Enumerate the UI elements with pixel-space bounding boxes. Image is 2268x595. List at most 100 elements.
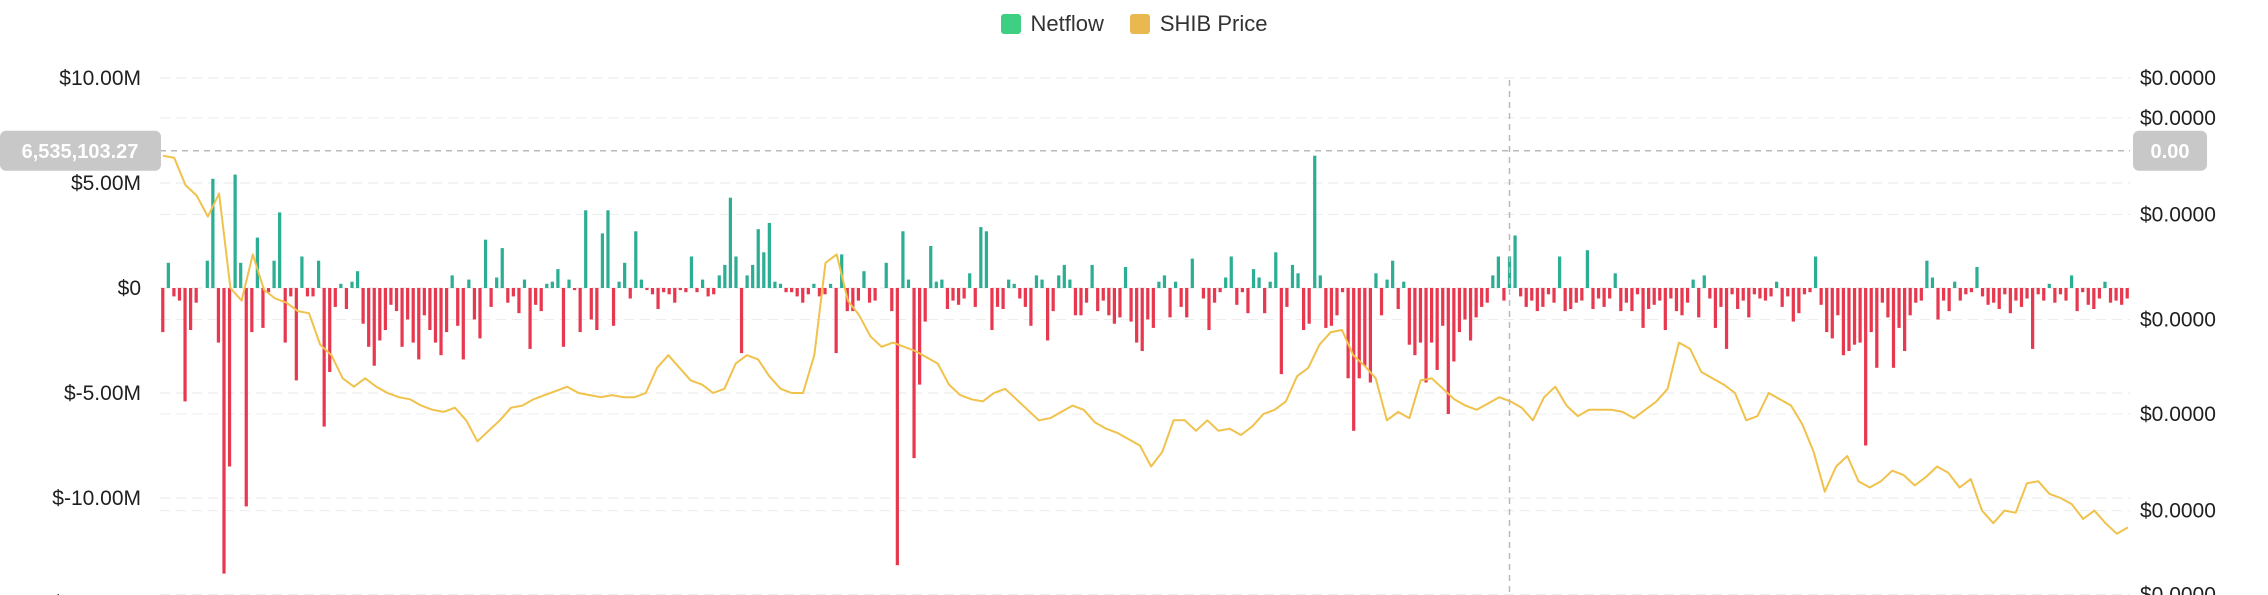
netflow-bar bbox=[723, 264, 727, 288]
netflow-bar bbox=[706, 288, 710, 297]
netflow-bar bbox=[1813, 256, 1818, 288]
netflow-bar bbox=[266, 288, 271, 293]
netflow-bar bbox=[394, 288, 399, 312]
left-tick-label: $10.00M bbox=[59, 67, 141, 90]
left-tick-label: $5.00M bbox=[71, 172, 141, 195]
netflow-bar bbox=[272, 260, 276, 288]
netflow-bar bbox=[1457, 288, 1462, 333]
netflow-bar bbox=[1001, 288, 1005, 309]
netflow-bar bbox=[255, 237, 260, 288]
netflow-bar bbox=[461, 288, 465, 360]
netflow-bar bbox=[1385, 279, 1389, 288]
crosshair-value-label: 6,535,103.27 bbox=[22, 141, 139, 163]
netflow-bar bbox=[411, 288, 415, 343]
netflow-bar bbox=[383, 288, 387, 330]
legend-item-shib-price[interactable]: SHIB Price bbox=[1129, 11, 1267, 37]
right-tick-label: $0.0000 bbox=[2140, 204, 2216, 227]
netflow-bar bbox=[1179, 288, 1183, 307]
netflow-bar bbox=[1474, 288, 1478, 318]
netflow-bar bbox=[1090, 264, 1094, 288]
netflow-bar bbox=[2030, 288, 2035, 349]
netflow-bar bbox=[817, 288, 822, 297]
right-tick-label: $0.0000 bbox=[2140, 107, 2216, 130]
netflow-bar bbox=[584, 210, 588, 288]
netflow-bar bbox=[1702, 275, 1706, 288]
netflow-bar bbox=[2064, 288, 2068, 301]
netflow-bar bbox=[1819, 288, 1823, 305]
netflow-bar bbox=[1012, 283, 1016, 288]
netflow-bar bbox=[1953, 281, 1957, 288]
netflow-bar bbox=[361, 288, 365, 324]
netflow-bar bbox=[2069, 275, 2074, 288]
netflow-bar bbox=[1775, 281, 1779, 288]
netflow-bar bbox=[1324, 288, 1328, 328]
netflow-bar bbox=[389, 288, 393, 305]
netflow-bar bbox=[1919, 288, 1923, 301]
netflow-bar bbox=[1441, 288, 1445, 326]
netflow-bar bbox=[1841, 288, 1846, 356]
legend-label-netflow: Netflow bbox=[1030, 11, 1104, 36]
netflow-bar bbox=[684, 288, 688, 293]
netflow-bar bbox=[177, 288, 182, 301]
netflow-bar bbox=[567, 279, 571, 288]
netflow-bar bbox=[1084, 288, 1089, 303]
netflow-bar bbox=[1596, 288, 1601, 299]
netflow-bar bbox=[1491, 275, 1495, 288]
netflow-bar bbox=[1296, 273, 1300, 288]
netflow-bar bbox=[300, 256, 304, 288]
netflow-bar bbox=[1151, 288, 1155, 328]
netflow-bar bbox=[1101, 288, 1105, 301]
left-y-axis: $10.00M $5.00M $0 $-5.00M $-10.00M $-15.00M bbox=[52, 67, 141, 595]
netflow-bar bbox=[1580, 288, 1584, 301]
legend-item-netflow[interactable]: Netflow bbox=[1000, 11, 1104, 37]
netflow-bar bbox=[1396, 288, 1400, 309]
netflow-bar bbox=[1029, 288, 1033, 326]
netflow-bar bbox=[2075, 288, 2079, 312]
netflow-bar bbox=[1040, 279, 1044, 288]
price-swatch-icon bbox=[1129, 14, 1150, 34]
netflow-bar bbox=[372, 288, 376, 366]
netflow-bar bbox=[700, 279, 705, 288]
price-line-layer bbox=[162, 154, 2129, 535]
netflow-bar bbox=[1274, 252, 1278, 288]
netflow-bar bbox=[456, 288, 460, 326]
netflow-bar bbox=[1680, 288, 1684, 316]
netflow-bar bbox=[739, 288, 744, 354]
netflow-bar bbox=[1057, 275, 1061, 288]
netflow-bar bbox=[1825, 288, 1829, 333]
netflow-bar bbox=[1190, 258, 1194, 288]
left-tick-label: $-5.00M bbox=[64, 382, 141, 405]
netflow-bar bbox=[417, 288, 421, 360]
netflow-bar bbox=[172, 288, 176, 297]
right-y-axis: $0.0000 $0.0000 $0.0000 $0.0000 $0.0000 $0.00… bbox=[2140, 67, 2216, 595]
netflow-bar bbox=[940, 279, 944, 288]
netflow-bar bbox=[1251, 269, 1256, 288]
netflow-bar bbox=[500, 248, 504, 288]
netflow-bar bbox=[1363, 288, 1367, 366]
netflow-bar bbox=[2008, 288, 2012, 314]
netflow-bar bbox=[194, 288, 198, 303]
netflow-bar bbox=[166, 262, 170, 288]
netflow-bar bbox=[2120, 288, 2124, 305]
netflow-bar bbox=[1947, 288, 1951, 312]
netflow-bar bbox=[1301, 288, 1306, 330]
netflow-bar bbox=[1034, 275, 1039, 288]
netflow-bar bbox=[1313, 155, 1317, 288]
netflow-bar bbox=[483, 239, 488, 288]
netflow-bar bbox=[433, 288, 438, 343]
netflow-bar bbox=[244, 288, 248, 507]
netflow-bar bbox=[333, 288, 337, 307]
netflow-bar bbox=[962, 288, 966, 299]
netflow-bar bbox=[756, 229, 760, 288]
netflow-bar bbox=[1958, 288, 1962, 301]
netflow-bar bbox=[227, 288, 232, 467]
netflow-bar bbox=[539, 288, 543, 312]
netflow-bar bbox=[517, 288, 521, 314]
netflow-bar bbox=[1914, 288, 1918, 303]
netflow-bar bbox=[717, 275, 721, 288]
netflow-bar bbox=[1669, 288, 1673, 299]
netflow-bar bbox=[856, 288, 861, 301]
netflow-bar bbox=[1769, 288, 1773, 297]
right-tick-label: $0.0000 bbox=[2140, 67, 2216, 90]
